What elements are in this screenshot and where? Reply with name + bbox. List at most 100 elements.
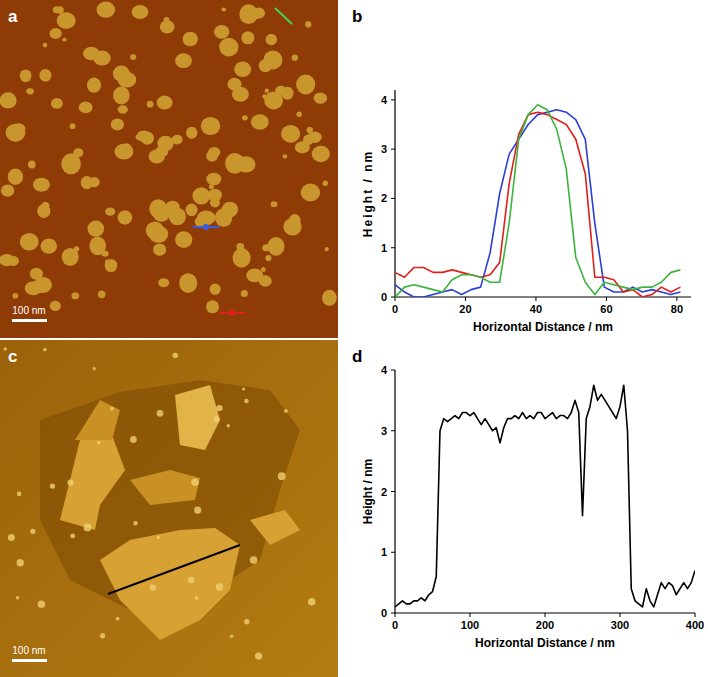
particle <box>255 653 262 660</box>
particle <box>20 233 39 251</box>
particle <box>3 347 6 350</box>
particle <box>172 353 178 359</box>
y-tick <box>391 491 395 492</box>
particle <box>306 127 313 133</box>
particle <box>62 248 79 266</box>
particle <box>233 248 251 268</box>
particle <box>213 416 219 422</box>
particle <box>57 12 76 29</box>
particle <box>283 218 301 236</box>
particle <box>70 534 75 539</box>
particle <box>296 75 315 95</box>
particle <box>118 210 133 224</box>
particle <box>157 96 173 110</box>
x-tick <box>545 613 546 617</box>
particle <box>70 123 76 129</box>
particle <box>53 6 61 13</box>
y-axis <box>394 90 395 297</box>
particle <box>242 387 245 390</box>
particle <box>51 98 63 109</box>
particle <box>208 189 222 202</box>
flake <box>60 430 125 530</box>
particle <box>179 273 197 293</box>
particle <box>186 127 197 139</box>
particle <box>157 410 164 417</box>
profile-line <box>108 545 240 594</box>
particle <box>97 2 116 18</box>
scale-bar-label: 100 nm <box>12 645 45 656</box>
particle <box>146 222 164 240</box>
particle <box>42 202 50 210</box>
particle <box>191 478 199 486</box>
particle <box>73 148 83 157</box>
particle <box>206 300 219 313</box>
particle <box>113 86 130 104</box>
particle <box>216 583 223 590</box>
particle <box>147 101 154 108</box>
y-tick <box>391 99 395 100</box>
particle <box>305 21 311 27</box>
x-tick-label: 0 <box>392 303 398 315</box>
particle <box>118 72 137 88</box>
particle <box>208 147 220 158</box>
particle <box>115 144 134 160</box>
particle <box>183 32 198 47</box>
particle <box>195 596 199 600</box>
particle <box>20 69 32 82</box>
particle <box>265 255 271 261</box>
particle <box>209 184 214 189</box>
particle <box>132 5 149 19</box>
particle <box>17 492 22 497</box>
figure: a100 nmc100 nmb02040608001234Horizontal … <box>0 0 708 677</box>
afm-image-c: c100 nm <box>0 340 338 677</box>
afm-background <box>0 340 338 677</box>
particle <box>261 267 266 272</box>
x-tick <box>395 613 396 617</box>
x-tick-label: 80 <box>671 303 683 315</box>
particle <box>322 290 337 306</box>
particle <box>130 54 136 60</box>
particle <box>98 290 106 298</box>
particle <box>301 184 320 202</box>
particle <box>153 206 170 222</box>
plot-area <box>395 385 695 607</box>
particle <box>192 187 210 204</box>
particle <box>89 177 100 187</box>
particle <box>43 43 48 48</box>
y-tick <box>391 552 395 553</box>
series-line <box>395 112 680 297</box>
y-tick-label: 3 <box>381 143 387 155</box>
particle <box>153 244 166 256</box>
particle <box>194 507 201 514</box>
particle <box>201 117 221 135</box>
particle <box>169 208 186 225</box>
particle <box>16 596 20 600</box>
y-tick-label: 3 <box>381 425 387 437</box>
particle <box>186 204 198 217</box>
particle <box>227 424 230 427</box>
particle <box>38 601 46 609</box>
particle <box>133 521 137 525</box>
series-line <box>395 110 680 297</box>
particle <box>237 156 256 172</box>
particle <box>0 92 17 108</box>
particle <box>157 136 173 152</box>
particle <box>8 169 23 185</box>
particle <box>97 441 101 445</box>
panel-label: a <box>8 7 18 26</box>
plot-area <box>395 105 680 297</box>
particle <box>8 534 15 541</box>
y-tick-label: 1 <box>381 546 387 558</box>
particle <box>246 269 263 283</box>
particle <box>239 4 258 24</box>
particle <box>325 247 329 251</box>
y-tick <box>391 198 395 199</box>
particle <box>93 367 96 370</box>
particle <box>164 17 170 23</box>
particle <box>262 244 270 251</box>
particle <box>111 118 124 130</box>
profile-marker <box>229 310 235 316</box>
x-tick <box>465 297 466 301</box>
particle <box>93 51 111 66</box>
particle <box>121 143 132 154</box>
